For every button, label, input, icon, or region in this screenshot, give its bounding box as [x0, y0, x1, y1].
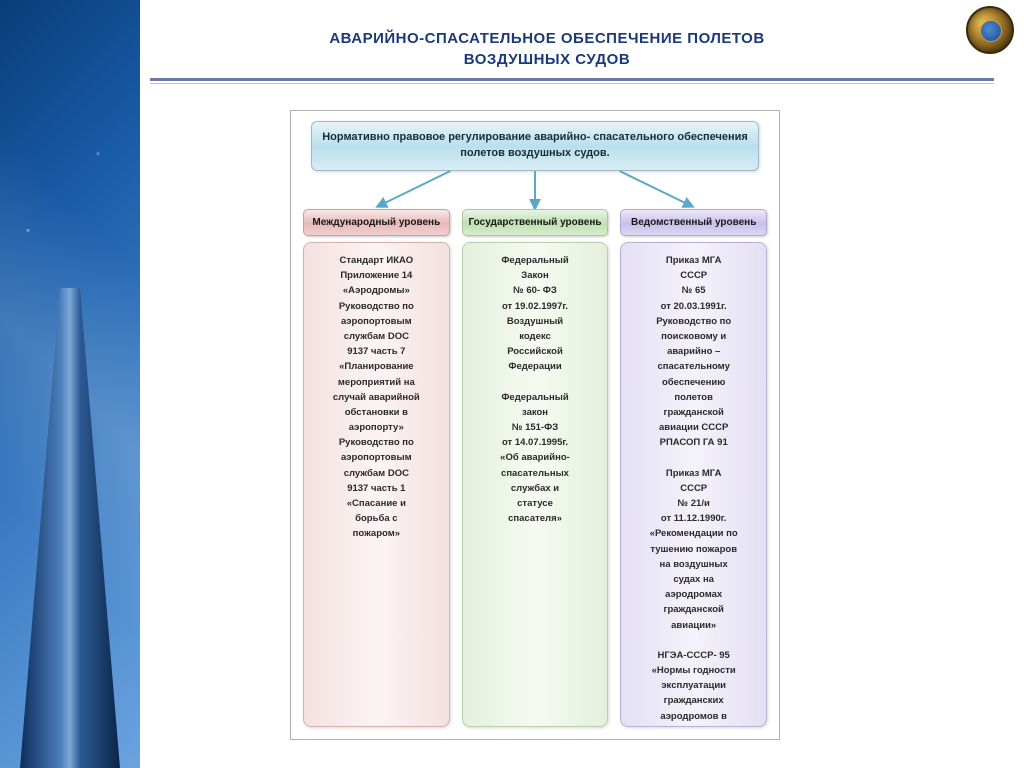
diagram-frame: Нормативно правовое регулирование аварий… [290, 110, 780, 740]
columns-container: Международный уровень Стандарт ИКАО Прил… [303, 209, 767, 727]
header-state: Государственный уровень [462, 209, 609, 236]
title-underline [150, 78, 994, 84]
body-departmental: Приказ МГА СССР № 65 от 20.03.1991г. Рук… [620, 242, 767, 727]
obelisk-graphic [20, 288, 120, 768]
header-international: Международный уровень [303, 209, 450, 236]
connector-arrows [291, 169, 779, 209]
root-node: Нормативно правовое регулирование аварий… [311, 121, 759, 171]
column-departmental: Ведомственный уровень Приказ МГА СССР № … [620, 209, 767, 727]
column-international: Международный уровень Стандарт ИКАО Прил… [303, 209, 450, 727]
left-decorative-panel [0, 0, 140, 768]
column-state: Государственный уровень Федеральный Зако… [462, 209, 609, 727]
body-state: Федеральный Закон № 60- ФЗ от 19.02.1997… [462, 242, 609, 727]
header-departmental: Ведомственный уровень [620, 209, 767, 236]
title-line-2: ВОЗДУШНЫХ СУДОВ [464, 51, 630, 68]
title-line-1: АВАРИЙНО-СПАСАТЕЛЬНОЕ ОБЕСПЕЧЕНИЕ ПОЛЕТО… [329, 30, 764, 47]
emblem-badge [966, 6, 1014, 54]
page-title: АВАРИЙНО-СПАСАТЕЛЬНОЕ ОБЕСПЕЧЕНИЕ ПОЛЕТО… [150, 28, 944, 70]
body-international: Стандарт ИКАО Приложение 14 «Аэродромы» … [303, 242, 450, 727]
